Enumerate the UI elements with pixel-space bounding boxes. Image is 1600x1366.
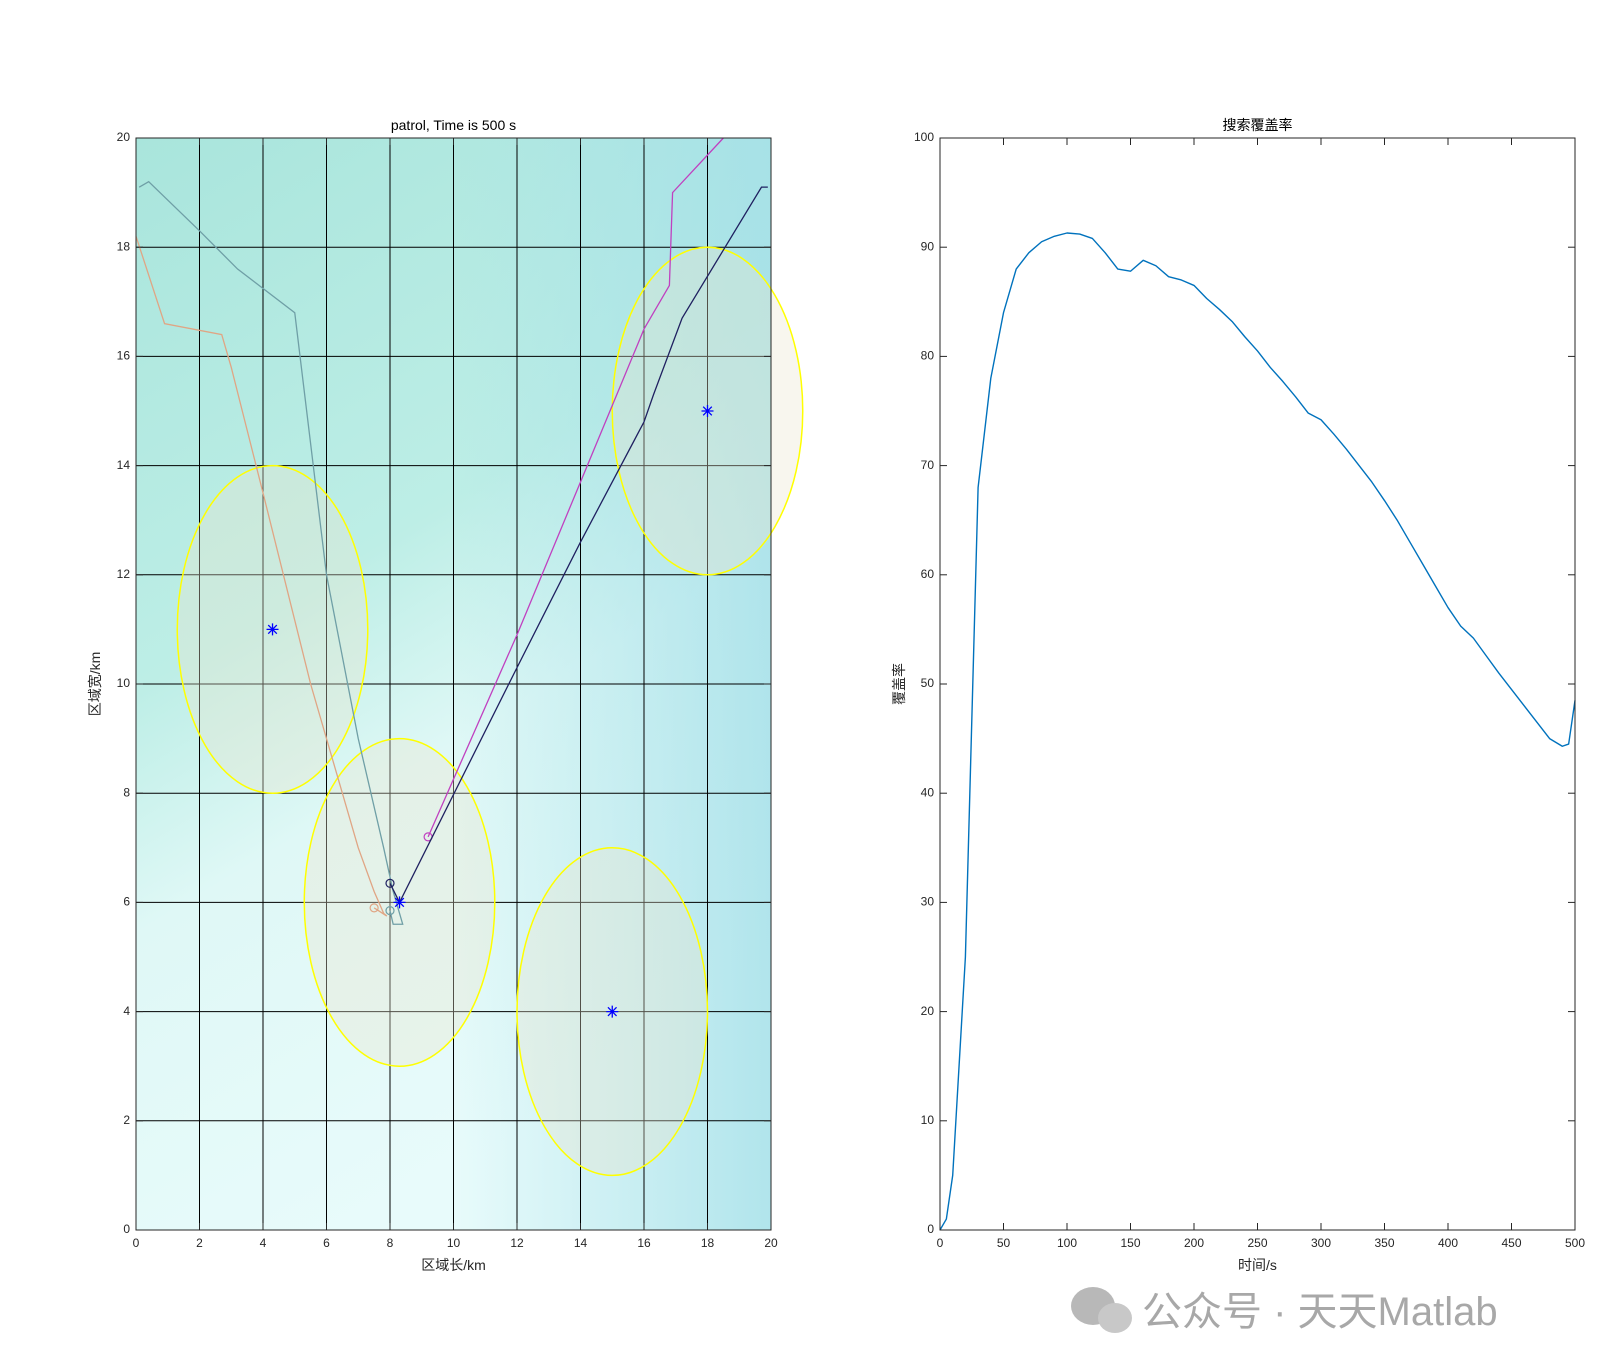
x-tick-label: 250 (1247, 1236, 1267, 1250)
uav-position (385, 878, 395, 888)
y-tick-label: 20 (117, 130, 131, 144)
y-tick-label: 2 (123, 1113, 130, 1127)
x-tick-label: 300 (1311, 1236, 1331, 1250)
x-tick-label: 18 (701, 1236, 715, 1250)
y-tick-label: 0 (123, 1222, 130, 1236)
chart: 0 2 4 6 8 10 12 14 16 18 20 0 2 4 6 8 10 12 14 16 18 20 patrol… (87, 117, 804, 1273)
y-axis-label: 区域宽/km (87, 652, 103, 717)
trajectory (138, 180, 404, 925)
x-tick-label: 10 (447, 1236, 461, 1250)
x-tick-label: 100 (1057, 1236, 1077, 1250)
uav-position (369, 903, 379, 913)
x-tick-label: 0 (133, 1236, 140, 1250)
x-tick-label: 16 (637, 1236, 651, 1250)
y-tick-label: 20 (921, 1004, 935, 1018)
y-tick-label: 12 (117, 567, 131, 581)
x-tick-label: 350 (1374, 1236, 1394, 1250)
y-tick-label: 90 (921, 239, 935, 253)
x-tick-label: 12 (510, 1236, 524, 1250)
y-tick-label: 80 (921, 349, 935, 363)
watermark-icon (1071, 1287, 1132, 1333)
coverage-line (939, 232, 1576, 1231)
trajectory (135, 236, 388, 917)
uav-position (385, 905, 395, 916)
x-tick-label: 50 (997, 1236, 1011, 1250)
y-tick-label: 50 (921, 676, 935, 690)
x-axis-label: 时间/s (1238, 1257, 1277, 1273)
target-marker (606, 1005, 619, 1018)
y-axis-label: 覆盖率 (891, 663, 907, 705)
x-tick-label: 2 (196, 1236, 203, 1250)
trajectory (427, 137, 724, 838)
icon-bubble (1098, 1303, 1132, 1333)
chart-title: 搜索覆盖率 (1223, 117, 1293, 133)
y-tick-label: 70 (921, 458, 935, 472)
y-tick-label: 6 (123, 895, 130, 909)
y-tick-label: 10 (921, 1113, 935, 1127)
target-marker (266, 623, 279, 636)
x-tick-label: 500 (1565, 1236, 1585, 1250)
chart-title: patrol, Time is 500 s (391, 117, 516, 133)
chart: 0 50 100 150 200 250 300 350 400 450 500 0 10 20 30 40 5… (891, 117, 1585, 1273)
x-tick-label: 4 (260, 1236, 267, 1250)
x-tick-label: 20 (764, 1236, 778, 1250)
x-tick-label: 14 (574, 1236, 588, 1250)
x-tick-label: 8 (387, 1236, 394, 1250)
target-marker (701, 405, 714, 417)
y-tick-label: 30 (921, 895, 935, 909)
target-marker (393, 896, 406, 909)
x-tick-label: 450 (1501, 1236, 1521, 1250)
y-tick-label: 14 (117, 458, 131, 472)
x-tick-label: 400 (1438, 1236, 1458, 1250)
y-tick-label: 10 (117, 676, 131, 690)
x-tick-label: 0 (937, 1236, 944, 1250)
y-tick-label: 8 (123, 785, 130, 799)
y-tick-label: 40 (921, 785, 935, 799)
x-axis-label: 区域长/km (421, 1257, 486, 1273)
y-tick-label: 4 (123, 1004, 130, 1018)
y-tick-label: 18 (117, 239, 131, 253)
y-tick-label: 16 (117, 349, 131, 363)
y-tick-label: 0 (927, 1222, 934, 1236)
y-tick-label: 60 (921, 567, 935, 581)
x-tick-label: 150 (1120, 1236, 1140, 1250)
x-tick-label: 200 (1184, 1236, 1204, 1250)
plot-frame (939, 137, 1576, 1231)
watermark: 公众号 · 天天Matlab (1142, 1290, 1498, 1334)
x-tick-label: 6 (323, 1236, 330, 1250)
y-tick-label: 100 (914, 130, 934, 144)
trajectory (389, 186, 768, 904)
